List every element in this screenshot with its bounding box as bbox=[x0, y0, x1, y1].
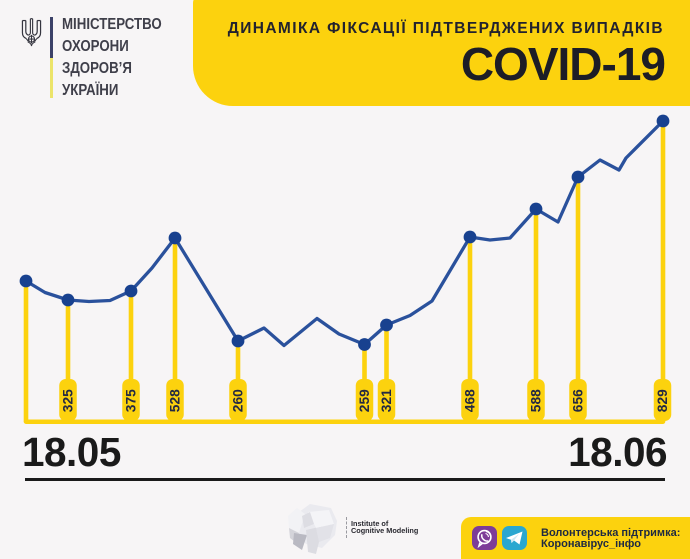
svg-text:829: 829 bbox=[655, 389, 670, 412]
svg-text:588: 588 bbox=[529, 389, 544, 412]
svg-text:528: 528 bbox=[168, 389, 183, 412]
svg-text:260: 260 bbox=[231, 389, 246, 412]
svg-text:375: 375 bbox=[124, 389, 139, 412]
svg-text:468: 468 bbox=[463, 389, 478, 412]
svg-text:325: 325 bbox=[61, 389, 76, 412]
svg-text:321: 321 bbox=[379, 389, 394, 412]
svg-text:259: 259 bbox=[357, 389, 372, 412]
svg-text:656: 656 bbox=[571, 389, 586, 412]
